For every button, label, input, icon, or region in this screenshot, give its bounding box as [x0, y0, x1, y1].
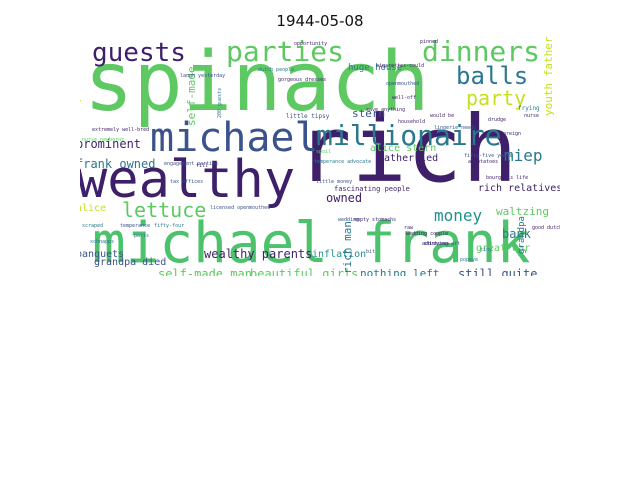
cloud-word: foreign	[500, 131, 522, 137]
cloud-word: good dutch	[532, 225, 560, 231]
cloud-word: owned	[326, 191, 363, 205]
cloud-word: rich man	[341, 221, 354, 274]
cloud-word: engagement parties	[164, 161, 219, 167]
cloud-word: great war	[476, 243, 531, 254]
cloud-word: paris	[134, 233, 150, 239]
cloud-word: wealthy parents	[204, 247, 313, 261]
cloud-word: dutch people	[258, 67, 295, 73]
cloud-word: inflation	[312, 249, 367, 260]
cloud-word: alice	[80, 203, 107, 214]
cloud-word: schnapps	[90, 239, 115, 245]
cloud-word: michael	[150, 115, 319, 161]
cloud-word: cigarettes-could	[376, 63, 425, 69]
cloud-word: little money	[316, 179, 353, 185]
cloud-word: wedding	[338, 217, 360, 223]
cloud-word: licensed openmouthed	[210, 205, 271, 211]
cloud-word: party	[466, 86, 527, 110]
cloud-word: addresses	[422, 241, 450, 247]
cloud-word: frank owned	[80, 157, 156, 171]
cloud-word: youth father	[542, 36, 555, 116]
cloud-word: extremely well-bred	[92, 127, 150, 133]
cloud-word: stern	[352, 107, 386, 120]
cloud-word: nothing left	[360, 267, 440, 276]
cloud-word: raw	[404, 225, 414, 231]
cloud-word: opportunity	[294, 41, 328, 47]
cloud-word: little tipsy	[286, 113, 330, 120]
cloud-word: temperance advocate	[314, 159, 372, 165]
cloud-word: save anything	[366, 107, 406, 113]
cloud-word: well-off	[392, 95, 417, 101]
cloud-word: a potatoes day	[468, 159, 511, 165]
cloud-word: openmouthed	[386, 81, 420, 87]
cloud-word: spinach	[84, 36, 430, 130]
cloud-word: temperance	[120, 223, 151, 229]
cloud-word: money	[434, 206, 483, 225]
cloud-word: lettuce	[122, 198, 207, 222]
cloud-word: bit	[366, 249, 376, 255]
cloud-word: bank	[502, 227, 531, 241]
cloud-word: balls	[456, 62, 529, 90]
cloud-word: lingerie needs	[434, 125, 477, 131]
cloud-word: empty stomachs	[354, 217, 397, 223]
cloud-word: father led	[378, 153, 439, 164]
cloud-word: popeye	[460, 257, 479, 263]
cloud-word: huge house	[348, 63, 403, 73]
cloud-word: wedding couple	[406, 231, 449, 237]
cloud-word: grandpa	[517, 216, 527, 254]
cloud-word: gorgeous dresses	[278, 77, 327, 83]
chart-title: 1944-05-08	[276, 12, 364, 30]
cloud-word: nurse newborns	[82, 137, 125, 143]
cloud-word: scraped	[82, 223, 104, 229]
cloud-word: waltzing	[496, 205, 549, 218]
cloud-word: drudge	[488, 117, 507, 123]
cloud-word: frying	[518, 105, 540, 112]
word-cloud: spinach rich michael frank wealthy michael mi…	[80, 36, 560, 276]
cloud-word: michael frank	[92, 211, 531, 276]
cloud-word: household	[398, 119, 426, 125]
cloud-word: banquets	[80, 249, 125, 260]
cloud-word: self-made man	[158, 267, 252, 276]
cloud-word: alice stern	[370, 143, 437, 154]
cloud-word: prominent	[80, 137, 142, 151]
cloud-word: beautiful girls	[250, 267, 359, 276]
cloud-word: guests	[92, 38, 186, 68]
cloud-word: miep	[504, 146, 543, 165]
cloud-word: pinned	[420, 39, 439, 45]
cloud-word: bourgeois life	[486, 175, 529, 181]
cloud-word: millionaire	[316, 119, 502, 152]
cloud-word: fifty-four	[154, 223, 185, 229]
cloud-word: fascinating people	[334, 185, 410, 193]
cloud-word: grandpa died	[94, 257, 167, 268]
cloud-word: spoil	[316, 149, 332, 155]
cloud-word: 200 guests	[217, 87, 223, 118]
cloud-word: laugh yesterday	[180, 73, 226, 79]
cloud-word: rich relatives	[478, 183, 560, 194]
cloud-word: wealthy	[80, 150, 296, 210]
cloud-word: dinners	[422, 36, 541, 68]
cloud-word: nurse	[524, 113, 540, 119]
cloud-word: tax offices	[170, 179, 204, 185]
cloud-word: fifty-five years	[464, 153, 513, 159]
cloud-word: parties	[226, 36, 345, 68]
cloud-word: still quite	[458, 267, 538, 276]
cloud-word: parties every	[80, 36, 82, 102]
cloud-word: fill	[196, 163, 209, 169]
cloud-word: would be	[430, 113, 455, 119]
cloud-word: rich	[296, 96, 518, 203]
cloud-word: studying art	[424, 241, 461, 247]
cloud-word: tiny	[480, 247, 493, 253]
